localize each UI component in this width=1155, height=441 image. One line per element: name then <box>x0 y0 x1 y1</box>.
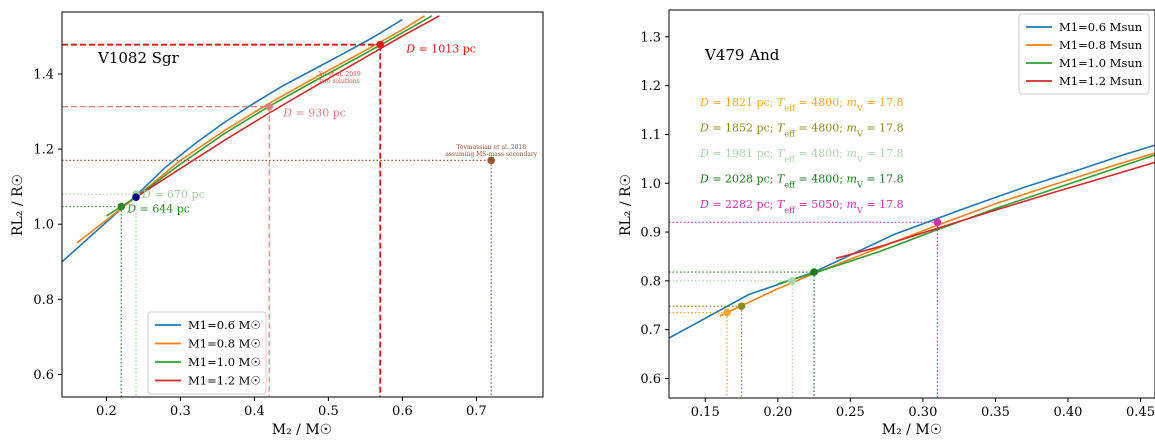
marker-points <box>117 40 496 211</box>
distance-annotation: D = 670 pc <box>141 188 205 201</box>
marker-point <box>723 308 731 317</box>
x-tick-label: 0.45 <box>1126 405 1155 420</box>
marker-point <box>265 102 274 111</box>
plot-frame <box>668 9 1155 399</box>
y-tick-label: 0.9 <box>640 226 661 241</box>
legend-entry: M1=1.0 M☉ <box>188 355 261 369</box>
model-annotation: D = 1981 pc; Teff = 4800; mV = 17.8 <box>699 147 904 164</box>
annotations: D = 1821 pc; Teff = 4800; mV = 17.8 D = 1… <box>699 96 904 215</box>
marker-point <box>117 202 125 211</box>
x-tick-label: 0.35 <box>981 405 1010 420</box>
x-axis-label: M₂ / M☉ <box>272 422 332 438</box>
legend-box <box>147 311 267 395</box>
x-tick-label: 0.40 <box>1053 405 1082 420</box>
series-line-m1-0-6-msun <box>669 144 1155 339</box>
y-tick-label: 1.3 <box>640 30 661 45</box>
chart-title: V1082 Sgr <box>97 49 180 67</box>
y-tick-label: 1.2 <box>640 79 661 94</box>
reference-note: Tovmassian et al. 2018 <box>456 144 526 151</box>
axis-ticks: 0.15 0.20 0.25 0.30 0.35 0.40 0.45 0.6 0.7 0.8 0.9… <box>640 30 1155 420</box>
y-tick-label: 0.8 <box>33 293 54 308</box>
marker-point <box>487 156 496 165</box>
series-line-m1-0-6-m <box>62 18 403 263</box>
reference-note: Xu et al. 2019 <box>318 71 361 78</box>
y-tick-label: 0.6 <box>33 368 54 383</box>
y-tick-label: 0.7 <box>640 323 661 338</box>
plot-frame <box>61 11 544 398</box>
marker-point <box>132 193 140 201</box>
marker-point <box>810 268 818 276</box>
x-tick-label: 0.20 <box>763 405 792 420</box>
series-line-m1-1-2-m <box>135 15 440 198</box>
x-tick-label: 0.25 <box>836 405 865 420</box>
y-tick-label: 0.6 <box>640 372 661 387</box>
model-annotation: D = 2028 pc; Teff = 4800; mV = 17.8 <box>699 173 904 190</box>
legend: M1=0.6 Msun M1=0.8 Msun M1=1.0 Msun M1=1.2 … <box>1018 13 1150 95</box>
x-tick-label: 0.3 <box>170 404 191 419</box>
y-tick-label: 1.1 <box>640 128 661 143</box>
distance-annotation: D = 644 pc <box>126 203 190 216</box>
annotations: D = 1013 pc D = 930 pc D = 670 pc D = 644 p… <box>126 43 538 216</box>
x-tick-label: 0.6 <box>392 404 413 419</box>
chart-panel-v1082-sgr: 0.2 0.3 0.4 0.5 0.6 0.7 0.6 0.8 1.0 1.2 1.4 V1082 … <box>10 11 544 438</box>
reference-note: assuming MS-mass secondary <box>445 151 537 158</box>
y-tick-label: 1.0 <box>640 177 661 192</box>
series-group <box>669 144 1155 339</box>
y-tick-label: 1.4 <box>33 67 54 82</box>
legend-entry: M1=0.8 Msun <box>1059 38 1143 52</box>
legend: M1=0.6 M☉ M1=0.8 M☉ M1=1.0 M☉ M1=1.2 M☉ <box>147 311 267 395</box>
reference-lines <box>669 221 938 398</box>
x-axis-label: M₂ / M☉ <box>882 422 942 438</box>
y-tick-label: 0.8 <box>640 274 661 289</box>
axis-ticks: 0.2 0.3 0.4 0.5 0.6 0.7 0.6 0.8 1.0 1.2 1.4 <box>33 67 486 419</box>
series-line-m1-1-2-msun <box>835 161 1155 260</box>
x-tick-label: 0.5 <box>318 404 339 419</box>
marker-point <box>788 277 797 285</box>
model-annotation: D = 1821 pc; Teff = 4800; mV = 17.8 <box>699 96 904 113</box>
reference-lines <box>62 43 492 397</box>
chart-panel-v479-and: 0.15 0.20 0.25 0.30 0.35 0.40 0.45 0.6 0.7 0.8 0.9… <box>618 9 1155 438</box>
marker-point <box>933 218 942 227</box>
y-tick-label: 1.0 <box>33 218 54 233</box>
model-annotation: D = 1852 pc; Teff = 4800; mV = 17.8 <box>699 122 904 139</box>
distance-annotation: D = 1013 pc <box>405 43 476 56</box>
reference-note: two solutions <box>319 78 359 85</box>
distance-annotation: D = 930 pc <box>282 107 346 120</box>
legend-entry: M1=1.2 M☉ <box>188 374 261 388</box>
y-axis-label: RL₂ / R☉ <box>10 174 26 236</box>
chart-title: V479 And <box>704 46 780 64</box>
x-tick-label: 0.7 <box>466 404 487 419</box>
x-tick-label: 0.30 <box>908 405 937 420</box>
y-axis-label: RL₂ / R☉ <box>618 174 634 236</box>
x-tick-label: 0.2 <box>96 404 117 419</box>
legend-entry: M1=0.6 M☉ <box>188 318 261 332</box>
marker-point <box>737 302 746 311</box>
legend-box <box>1018 13 1150 95</box>
model-annotation: D = 2282 pc; Teff = 5050; mV = 17.8 <box>699 198 904 215</box>
legend-entry: M1=1.0 Msun <box>1059 56 1143 70</box>
y-tick-label: 1.2 <box>33 143 54 158</box>
x-tick-label: 0.15 <box>691 405 720 420</box>
legend-entry: M1=1.2 Msun <box>1059 74 1143 88</box>
x-tick-label: 0.4 <box>244 404 265 419</box>
marker-points <box>723 218 942 317</box>
marker-point <box>376 40 385 49</box>
legend-entry: M1=0.8 M☉ <box>188 337 261 351</box>
legend-entry: M1=0.6 Msun <box>1059 20 1143 34</box>
